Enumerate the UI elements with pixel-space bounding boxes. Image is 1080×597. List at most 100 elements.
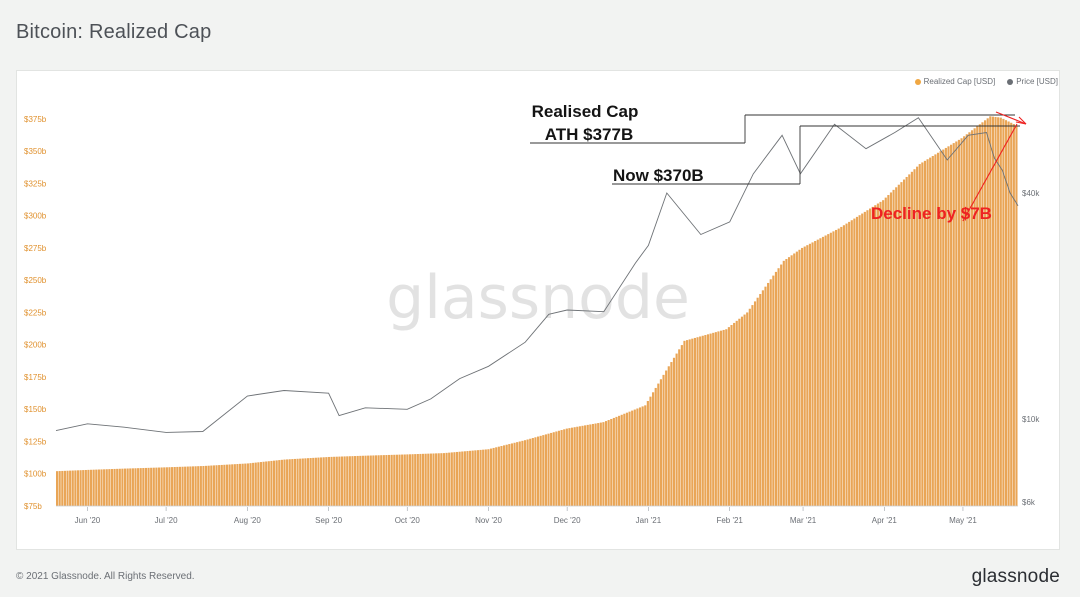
realized-cap-bar <box>293 458 297 506</box>
realized-cap-bar <box>225 464 229 506</box>
realized-cap-bar <box>469 450 472 506</box>
realized-cap-bar <box>312 457 315 506</box>
realized-cap-bar <box>116 468 119 506</box>
y-tick-label-left: $325b <box>24 179 47 188</box>
realized-cap-bar <box>56 471 59 506</box>
realized-cap-bar <box>304 458 307 506</box>
realized-cap-bar <box>322 457 325 506</box>
realized-cap-bar <box>181 466 184 506</box>
realized-cap-bar <box>973 128 976 507</box>
realized-cap-bar <box>735 320 738 506</box>
realized-cap-bar <box>238 463 242 506</box>
realized-cap-bar <box>944 147 947 506</box>
realized-cap-bar <box>529 438 532 506</box>
realized-cap-bar <box>380 455 383 506</box>
realized-cap-bar <box>82 470 85 506</box>
realized-cap-bar <box>631 410 634 506</box>
realized-cap-bar <box>861 213 864 507</box>
legend-item-realized-cap[interactable]: Realized Cap [USD] <box>914 77 995 86</box>
realized-cap-bar <box>278 460 281 506</box>
realized-cap-bar <box>408 454 412 506</box>
realized-cap-bar <box>900 182 903 506</box>
annotation-ath-line2: ATH $377B <box>545 125 634 144</box>
realized-cap-bar <box>489 448 493 506</box>
realized-cap-bar <box>61 470 64 506</box>
annotations: Realised Cap ATH $377B Now $370B Decline by… <box>530 102 1027 223</box>
realized-cap-bar <box>942 149 945 507</box>
realized-cap-bar <box>442 453 446 506</box>
realized-cap-bar <box>513 442 516 506</box>
realized-cap-bar <box>727 327 730 506</box>
realized-cap-bar <box>510 443 513 506</box>
realized-cap-bar <box>539 435 542 506</box>
realized-cap-bar <box>139 468 142 506</box>
realized-cap-bar <box>265 461 268 506</box>
realized-cap-bar <box>1002 118 1005 507</box>
y-tick-label-left: $225b <box>24 308 47 317</box>
realized-cap-bar <box>803 246 806 507</box>
realized-cap-bar <box>89 469 93 506</box>
realized-cap-bar <box>95 469 98 506</box>
realized-cap-bar <box>259 462 263 506</box>
realized-cap-bar <box>589 424 592 506</box>
realized-cap-bar <box>118 468 121 506</box>
legend-label-price: Price [USD] <box>1016 77 1058 86</box>
realized-cap-bar <box>296 458 299 506</box>
legend-item-price[interactable]: Price [USD] <box>1007 77 1058 86</box>
realized-cap-bar <box>372 455 375 506</box>
realized-cap-bar <box>761 290 764 506</box>
realized-cap-bar <box>411 454 414 506</box>
realized-cap-bar <box>837 228 840 506</box>
realized-cap-bar <box>835 229 838 506</box>
realized-cap-bar <box>518 441 521 506</box>
realized-cap-bar <box>563 429 566 506</box>
realized-cap-bar <box>403 454 406 506</box>
realized-cap-bar <box>686 340 689 506</box>
realized-cap-bar <box>827 234 830 507</box>
realized-cap-bar <box>610 418 613 506</box>
realized-cap-bar <box>918 164 921 506</box>
realized-cap-bar <box>654 387 657 506</box>
realized-cap-bar <box>816 239 819 506</box>
realized-cap-bar <box>129 468 132 506</box>
realized-cap-bar <box>874 205 877 506</box>
legend-swatch-realized-cap <box>914 78 921 85</box>
realized-cap-bar <box>905 176 908 506</box>
realized-cap-bar <box>320 457 323 506</box>
realized-cap-bar <box>100 469 103 506</box>
realized-cap-bar <box>484 449 487 506</box>
realized-cap-bar <box>550 432 553 506</box>
realized-cap-bar <box>824 235 827 507</box>
realized-cap-bar <box>853 218 856 506</box>
realized-cap-bar <box>591 423 595 506</box>
realized-cap-bar <box>487 449 490 506</box>
realized-cap-bar <box>986 118 989 506</box>
decline-arrow-line <box>995 111 1027 125</box>
realized-cap-bar <box>110 469 114 506</box>
glassnode-logo[interactable]: glassnode <box>971 566 1060 587</box>
realized-cap-bar <box>649 396 652 506</box>
realized-cap-bar <box>249 463 252 506</box>
realized-cap-bar <box>889 192 893 506</box>
realized-cap-bar <box>84 469 87 506</box>
realized-cap-bar <box>897 184 900 506</box>
chart-legend[interactable]: Realized Cap [USD] Price [USD] <box>914 77 1058 86</box>
realized-cap-bar <box>474 450 477 506</box>
realized-cap-bar <box>503 445 506 506</box>
realized-cap-bar <box>730 325 733 506</box>
realized-cap-bar <box>855 216 859 506</box>
realized-cap-bar <box>570 427 574 506</box>
realized-cap-bar <box>275 460 278 506</box>
legend-swatch-price <box>1007 78 1014 85</box>
realized-cap-bar <box>531 438 534 506</box>
realized-cap-bar <box>356 455 359 506</box>
realized-cap-bar <box>126 468 129 506</box>
realized-cap-bar <box>798 249 801 506</box>
realized-cap-bar <box>254 462 257 506</box>
realized-cap-bar <box>725 329 728 506</box>
realized-cap-bar <box>390 454 393 506</box>
realized-cap-bar <box>351 456 354 506</box>
y-tick-label-left: $150b <box>24 405 47 414</box>
realized-cap-bar <box>968 132 971 506</box>
